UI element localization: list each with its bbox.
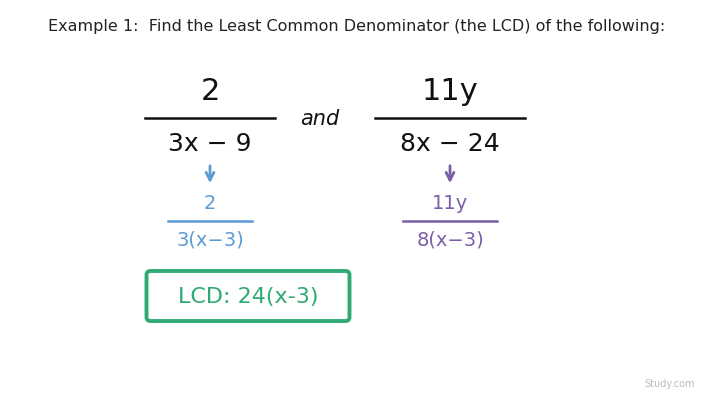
- Text: 8x − 24: 8x − 24: [400, 132, 500, 156]
- Text: Example 1:  Find the Least Common Denominator (the LCD) of the following:: Example 1: Find the Least Common Denomin…: [49, 20, 666, 34]
- Text: 3x − 9: 3x − 9: [168, 132, 252, 156]
- Text: 2: 2: [204, 194, 216, 213]
- Text: 11y: 11y: [422, 77, 478, 106]
- Text: and: and: [300, 109, 340, 129]
- Text: LCD: 24(x-3): LCD: 24(x-3): [178, 286, 318, 306]
- Text: 8(x−3): 8(x−3): [416, 230, 484, 249]
- Text: 2: 2: [200, 77, 220, 106]
- Text: 3(x−3): 3(x−3): [176, 230, 244, 249]
- Text: Study.com: Study.com: [644, 378, 695, 388]
- Text: 11y: 11y: [432, 194, 468, 213]
